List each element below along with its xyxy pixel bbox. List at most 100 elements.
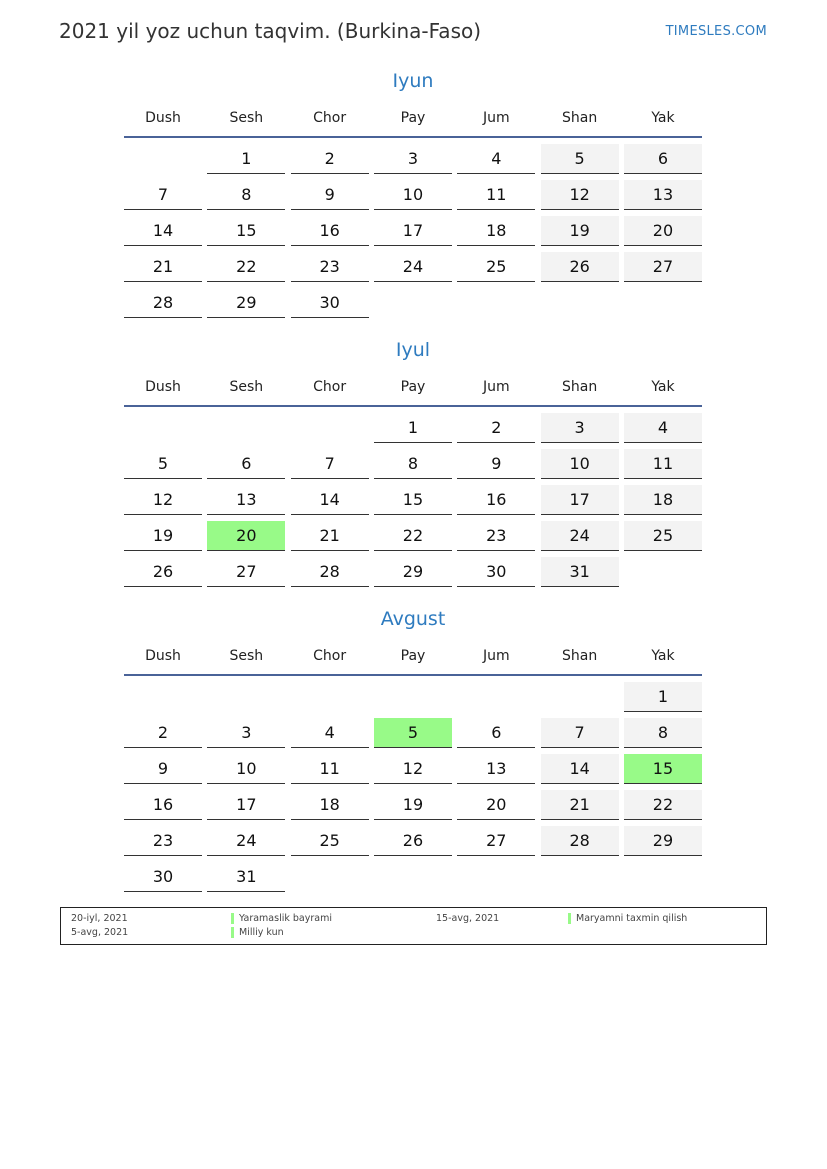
day-cell[interactable]: 7 bbox=[124, 180, 202, 210]
holiday-day-cell[interactable]: 20 bbox=[207, 521, 286, 551]
weekday-header: Shan bbox=[562, 648, 598, 664]
day-cell[interactable]: 12 bbox=[540, 180, 619, 210]
day-cell[interactable]: 10 bbox=[540, 449, 619, 479]
month-iyul: Iyul Dush Sesh Chor Pay Jum Shan Yak 1 2 3 4 5 6 7 8 9 10… bbox=[124, 339, 702, 599]
day-cell[interactable]: 9 bbox=[457, 449, 536, 479]
day-cell[interactable]: 7 bbox=[290, 449, 369, 479]
day-cell[interactable]: 21 bbox=[124, 252, 202, 282]
month-title: Avgust bbox=[380, 608, 446, 630]
day-cell[interactable]: 15 bbox=[207, 216, 286, 246]
weekday-header: Sesh bbox=[229, 648, 264, 664]
day-cell[interactable]: 8 bbox=[373, 449, 452, 479]
day-cell[interactable]: 9 bbox=[124, 754, 202, 784]
day-cell[interactable]: 25 bbox=[457, 252, 536, 282]
day-cell[interactable]: 29 bbox=[373, 557, 452, 587]
day-cell[interactable]: 6 bbox=[207, 449, 286, 479]
day-cell[interactable]: 22 bbox=[373, 521, 452, 551]
day-cell[interactable]: 11 bbox=[290, 754, 369, 784]
day-cell[interactable]: 19 bbox=[124, 521, 202, 551]
day-cell[interactable]: 3 bbox=[373, 144, 452, 174]
day-cell[interactable]: 28 bbox=[124, 288, 202, 318]
day-cell[interactable]: 12 bbox=[124, 485, 202, 515]
day-cell[interactable]: 10 bbox=[373, 180, 452, 210]
day-cell[interactable]: 3 bbox=[540, 413, 619, 443]
day-cell[interactable]: 30 bbox=[124, 862, 202, 892]
day-cell[interactable]: 27 bbox=[457, 826, 536, 856]
holiday-day-cell[interactable]: 5 bbox=[373, 718, 452, 748]
day-cell[interactable]: 30 bbox=[457, 557, 536, 587]
day-cell[interactable]: 2 bbox=[457, 413, 536, 443]
day-cell[interactable]: 29 bbox=[623, 826, 702, 856]
day-cell[interactable]: 20 bbox=[457, 790, 536, 820]
day-cell[interactable]: 23 bbox=[124, 826, 202, 856]
day-cell[interactable]: 1 bbox=[373, 413, 452, 443]
day-cell[interactable]: 1 bbox=[207, 144, 286, 174]
day-cell[interactable]: 6 bbox=[623, 144, 702, 174]
day-cell[interactable]: 2 bbox=[124, 718, 202, 748]
day-cell[interactable]: 23 bbox=[457, 521, 536, 551]
day-cell[interactable]: 23 bbox=[290, 252, 369, 282]
day-cell[interactable]: 31 bbox=[207, 862, 286, 892]
day-cell[interactable]: 29 bbox=[207, 288, 286, 318]
day-cell[interactable]: 16 bbox=[124, 790, 202, 820]
day-cell[interactable]: 13 bbox=[623, 180, 702, 210]
day-cell[interactable]: 14 bbox=[290, 485, 369, 515]
day-cell[interactable]: 5 bbox=[124, 449, 202, 479]
day-cell[interactable]: 12 bbox=[373, 754, 452, 784]
day-cell[interactable]: 17 bbox=[540, 485, 619, 515]
day-cell[interactable]: 16 bbox=[290, 216, 369, 246]
day-cell[interactable]: 11 bbox=[623, 449, 702, 479]
day-cell[interactable]: 2 bbox=[290, 144, 369, 174]
day-cell[interactable]: 27 bbox=[207, 557, 286, 587]
day-cell[interactable]: 17 bbox=[207, 790, 286, 820]
day-cell[interactable]: 10 bbox=[207, 754, 286, 784]
day-cell[interactable]: 14 bbox=[124, 216, 202, 246]
day-cell[interactable]: 13 bbox=[457, 754, 536, 784]
day-cell[interactable]: 21 bbox=[290, 521, 369, 551]
day-cell[interactable]: 1 bbox=[623, 682, 702, 712]
day-cell[interactable]: 6 bbox=[457, 718, 536, 748]
day-cell[interactable]: 19 bbox=[540, 216, 619, 246]
day-cell[interactable]: 3 bbox=[207, 718, 286, 748]
day-cell[interactable]: 22 bbox=[623, 790, 702, 820]
day-cell[interactable]: 20 bbox=[623, 216, 702, 246]
day-cell[interactable]: 17 bbox=[373, 216, 452, 246]
day-cell[interactable]: 22 bbox=[207, 252, 286, 282]
day-cell[interactable]: 18 bbox=[290, 790, 369, 820]
weekday-header: Jum bbox=[482, 110, 510, 126]
day-cell[interactable]: 7 bbox=[540, 718, 619, 748]
header-rule bbox=[124, 674, 702, 676]
day-cell[interactable]: 31 bbox=[540, 557, 619, 587]
day-cell[interactable]: 19 bbox=[373, 790, 452, 820]
day-cell[interactable]: 4 bbox=[457, 144, 536, 174]
day-cell[interactable]: 18 bbox=[457, 216, 536, 246]
brand-link[interactable]: TIMESLES.COM bbox=[665, 24, 767, 39]
day-cell[interactable]: 14 bbox=[540, 754, 619, 784]
day-cell[interactable]: 8 bbox=[623, 718, 702, 748]
day-cell[interactable]: 28 bbox=[540, 826, 619, 856]
day-cell[interactable]: 24 bbox=[207, 826, 286, 856]
holiday-day-cell[interactable]: 15 bbox=[623, 754, 702, 784]
day-cell[interactable]: 9 bbox=[290, 180, 369, 210]
day-cell[interactable]: 26 bbox=[373, 826, 452, 856]
day-cell[interactable]: 25 bbox=[623, 521, 702, 551]
day-cell[interactable]: 4 bbox=[623, 413, 702, 443]
day-cell[interactable]: 15 bbox=[373, 485, 452, 515]
day-cell[interactable]: 13 bbox=[207, 485, 286, 515]
day-cell[interactable]: 18 bbox=[623, 485, 702, 515]
day-cell[interactable]: 26 bbox=[540, 252, 619, 282]
day-cell[interactable]: 24 bbox=[540, 521, 619, 551]
day-cell[interactable]: 28 bbox=[290, 557, 369, 587]
day-cell[interactable]: 5 bbox=[540, 144, 619, 174]
day-cell[interactable]: 27 bbox=[623, 252, 702, 282]
day-cell[interactable]: 11 bbox=[457, 180, 536, 210]
day-cell[interactable]: 8 bbox=[207, 180, 286, 210]
day-cell[interactable]: 25 bbox=[290, 826, 369, 856]
day-cell[interactable]: 30 bbox=[290, 288, 369, 318]
day-cell[interactable]: 24 bbox=[373, 252, 452, 282]
day-cell[interactable]: 16 bbox=[457, 485, 536, 515]
day-cell[interactable]: 4 bbox=[290, 718, 369, 748]
day-cell[interactable]: 26 bbox=[124, 557, 202, 587]
day-cell[interactable]: 21 bbox=[540, 790, 619, 820]
weekday-header: Pay bbox=[400, 648, 426, 664]
